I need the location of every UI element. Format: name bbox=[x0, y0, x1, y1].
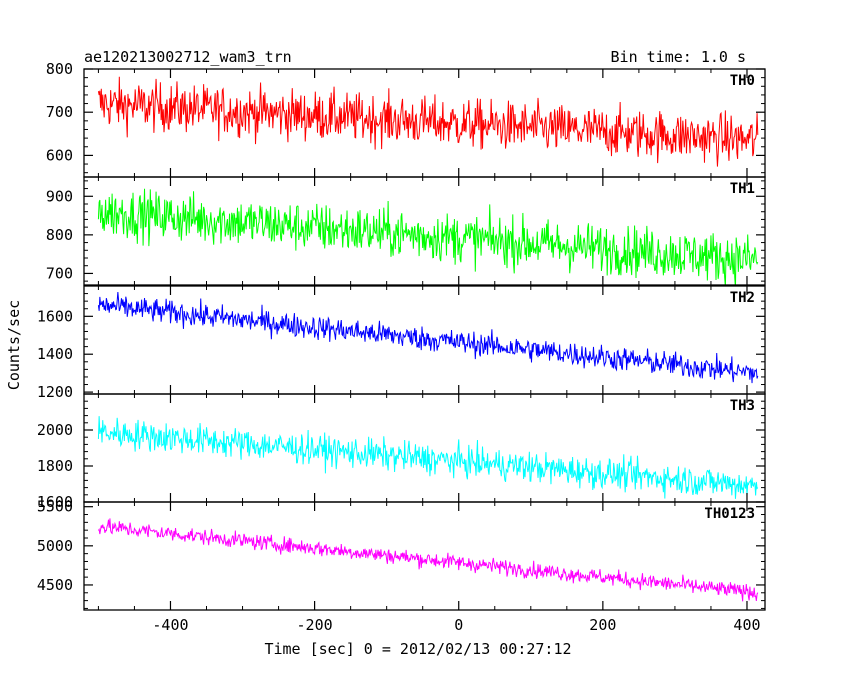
panel-frame-th0123 bbox=[83, 501, 766, 611]
panel-label-th2: TH2 bbox=[730, 290, 755, 306]
series-line-th0 bbox=[97, 76, 759, 167]
y-tick-label: 1200 bbox=[37, 383, 73, 401]
series-line-th3 bbox=[97, 416, 759, 499]
y-tick-label: 4500 bbox=[37, 576, 73, 594]
panels-group: TH0 600 700 800 TH1 700 800 900 TH2 1200 1400 1600 T… bbox=[37, 60, 766, 634]
y-tick-label: 700 bbox=[46, 264, 73, 282]
panel-label-th0123: TH0123 bbox=[704, 506, 755, 522]
y-axis-label: Counts/sec bbox=[5, 300, 23, 390]
x-tick-label: 200 bbox=[589, 616, 616, 634]
series-line-th0123 bbox=[97, 518, 759, 602]
y-tick-label: 600 bbox=[46, 146, 73, 164]
y-tick-label: 1400 bbox=[37, 345, 73, 363]
y-tick-label: 1800 bbox=[37, 457, 73, 475]
bin-time-label: Bin time: 1.0 s bbox=[611, 48, 746, 66]
y-tick-label: 700 bbox=[46, 103, 73, 121]
panel-label-th1: TH1 bbox=[730, 181, 755, 197]
x-tick-label: -400 bbox=[152, 616, 188, 634]
x-tick-label: 400 bbox=[733, 616, 760, 634]
y-tick-label: 800 bbox=[46, 226, 73, 244]
y-tick-label: 900 bbox=[46, 187, 73, 205]
panel-label-th3: TH3 bbox=[730, 398, 755, 414]
y-tick-label: 2000 bbox=[37, 421, 73, 439]
y-tick-label: 1600 bbox=[37, 307, 73, 325]
x-tick-label: -200 bbox=[297, 616, 333, 634]
x-axis-label: Time [sec] 0 = 2012/02/13 00:27:12 bbox=[264, 640, 571, 658]
panel-frame-th1 bbox=[83, 176, 766, 286]
y-tick-label: 1600 bbox=[37, 493, 73, 511]
panel-label-th0: TH0 bbox=[730, 73, 755, 89]
plot-title: ae120213002712_wam3_trn bbox=[84, 48, 292, 66]
y-tick-label: 5500 bbox=[37, 498, 73, 516]
y-tick-label: 800 bbox=[46, 60, 73, 78]
series-line-th2 bbox=[97, 292, 759, 384]
y-tick-label: 5000 bbox=[37, 537, 73, 555]
series-line-th1 bbox=[97, 188, 759, 285]
x-tick-label: 0 bbox=[454, 616, 463, 634]
